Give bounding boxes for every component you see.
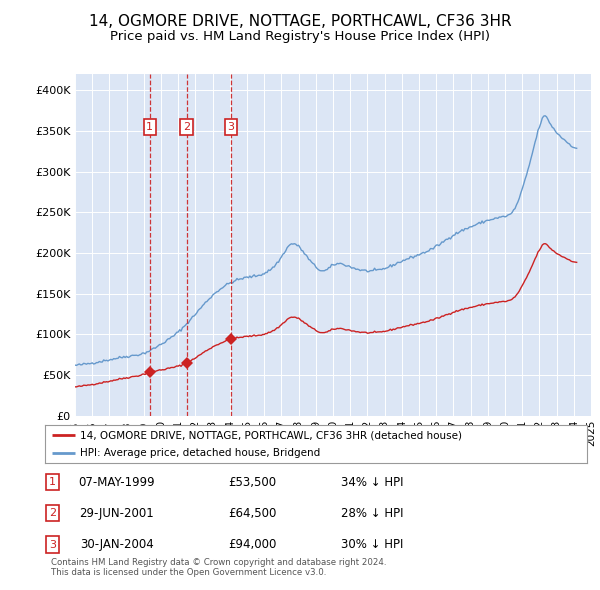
Text: 2: 2 [49,509,56,518]
Text: 34% ↓ HPI: 34% ↓ HPI [341,476,403,489]
Text: £53,500: £53,500 [228,476,276,489]
Text: 14, OGMORE DRIVE, NOTTAGE, PORTHCAWL, CF36 3HR: 14, OGMORE DRIVE, NOTTAGE, PORTHCAWL, CF… [89,14,511,30]
Text: 30-JAN-2004: 30-JAN-2004 [80,538,154,551]
Text: Price paid vs. HM Land Registry's House Price Index (HPI): Price paid vs. HM Land Registry's House … [110,30,490,43]
Text: 14, OGMORE DRIVE, NOTTAGE, PORTHCAWL, CF36 3HR (detached house): 14, OGMORE DRIVE, NOTTAGE, PORTHCAWL, CF… [80,430,462,440]
Text: HPI: Average price, detached house, Bridgend: HPI: Average price, detached house, Brid… [80,448,320,458]
Text: 3: 3 [227,122,235,132]
Text: £94,000: £94,000 [228,538,276,551]
Text: 28% ↓ HPI: 28% ↓ HPI [341,507,403,520]
Text: £64,500: £64,500 [228,507,276,520]
Text: 2: 2 [183,122,190,132]
Text: Contains HM Land Registry data © Crown copyright and database right 2024.
This d: Contains HM Land Registry data © Crown c… [51,558,386,577]
Text: 1: 1 [49,477,56,487]
Text: 3: 3 [49,540,56,549]
Text: 07-MAY-1999: 07-MAY-1999 [79,476,155,489]
Text: 29-JUN-2001: 29-JUN-2001 [80,507,154,520]
Text: 1: 1 [146,122,154,132]
Text: 30% ↓ HPI: 30% ↓ HPI [341,538,403,551]
